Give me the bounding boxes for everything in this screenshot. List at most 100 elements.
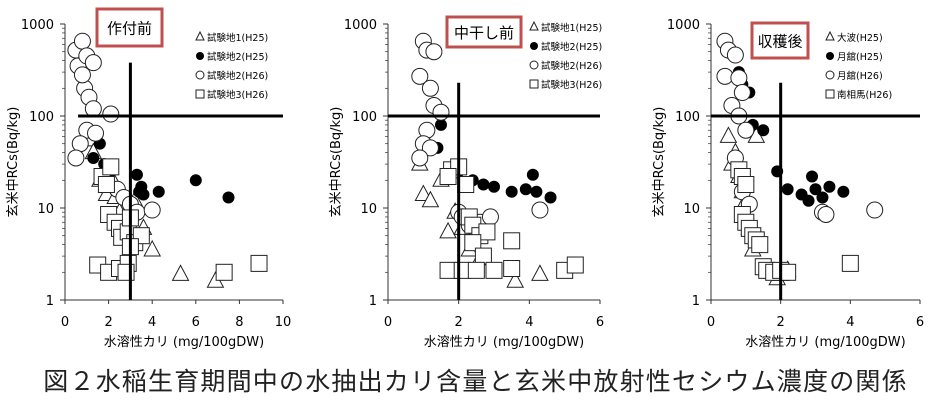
data-point-filled-circle: [823, 180, 836, 193]
data-point-open-circle: [432, 103, 450, 121]
legend-label: 試験地2(H26): [207, 70, 268, 82]
panel-title: 中干し前: [454, 24, 514, 42]
data-point-open-circle: [733, 84, 751, 102]
legend-marker-open-circle: [825, 70, 835, 80]
x-tick-label: 6: [916, 315, 924, 330]
y-tick-label: 1: [369, 294, 377, 309]
data-point-open-square: [566, 256, 584, 274]
y-axis-label: 玄米中RCs(Bq/kg): [329, 107, 344, 218]
data-point-filled-circle: [87, 151, 100, 164]
data-point-filled-circle: [222, 191, 235, 204]
data-point-filled-circle: [806, 170, 819, 183]
data-point-filled-circle: [816, 191, 829, 204]
data-point-open-circle: [481, 208, 499, 226]
y-tick-label: 100: [29, 110, 54, 125]
x-tick-label: 0: [384, 315, 392, 330]
legend-label: 試験地1(H25): [541, 22, 602, 34]
data-point-triangle: [421, 190, 440, 208]
data-point-open-square: [102, 158, 120, 176]
panel-title-box: [95, 7, 164, 48]
y-tick-label: 100: [675, 110, 700, 125]
data-point-triangle: [719, 126, 738, 143]
data-point-open-square: [751, 236, 769, 254]
data-point-filled-circle: [488, 180, 500, 193]
legend-marker-filled-circle: [826, 52, 834, 60]
y-axis-label: 玄米中RCs(Bq/kg): [652, 107, 667, 218]
data-point-open-circle: [737, 121, 755, 139]
data-point-open-square: [503, 232, 521, 250]
data-point-open-circle: [411, 67, 429, 85]
x-tick-label: 4: [148, 315, 156, 330]
legend-label: 試験地2(H25): [207, 51, 268, 63]
legend-label: 大波(H25): [837, 32, 883, 44]
y-tick-label: 1000: [21, 18, 54, 33]
panel-title-box: [445, 15, 523, 49]
data-point-filled-circle: [130, 168, 143, 181]
x-tick-label: 2: [104, 315, 112, 330]
data-point-filled-circle: [189, 174, 202, 187]
x-axis-label: 水溶性カリ (mg/100gDW): [745, 335, 906, 350]
legend-marker-open-square: [529, 79, 539, 89]
legend-label: 試験地2(H26): [541, 60, 602, 72]
data-point-open-circle: [73, 66, 91, 84]
data-point-open-square: [453, 261, 471, 279]
data-point-filled-circle: [757, 124, 770, 137]
data-point-open-circle: [866, 201, 884, 219]
y-tick-label: 1000: [667, 18, 700, 33]
legend-marker-triangle: [529, 20, 539, 31]
data-point-open-circle: [411, 149, 429, 167]
x-tick-label: 0: [61, 315, 69, 330]
data-point-open-circle: [102, 105, 120, 123]
data-point-open-circle: [817, 205, 835, 223]
data-point-open-circle: [421, 79, 439, 97]
data-point-triangle: [171, 264, 190, 281]
panel-title: 作付前: [107, 20, 152, 38]
y-tick-label: 1: [46, 294, 54, 309]
data-point-filled-circle: [781, 183, 794, 196]
data-point-triangle: [439, 221, 457, 239]
data-point-filled-circle: [505, 185, 518, 198]
x-tick-label: 4: [525, 315, 533, 330]
y-tick-label: 10: [360, 202, 377, 217]
data-point-filled-circle: [435, 118, 447, 131]
x-tick-label: 4: [846, 315, 854, 330]
x-tick-label: 2: [777, 315, 785, 330]
legend-label: 南相馬(H26): [837, 89, 892, 101]
data-point-open-circle: [73, 32, 91, 50]
data-point-filled-circle: [837, 185, 850, 198]
x-tick-label: 0: [707, 315, 715, 330]
x-axis-label: 水溶性カリ (mg/100gDW): [104, 335, 265, 350]
legend-marker-triangle: [825, 30, 835, 41]
data-point-filled-circle: [526, 168, 539, 181]
legend-label: 試験地3(H26): [541, 79, 602, 91]
x-tick-label: 6: [192, 315, 200, 330]
data-point-triangle: [143, 239, 162, 257]
data-point-open-square: [439, 167, 457, 185]
data-point-open-circle: [67, 149, 85, 167]
data-point-open-square: [215, 263, 233, 281]
data-point-open-circle: [425, 43, 443, 61]
y-tick-label: 1000: [344, 18, 377, 33]
legend-marker-open-square: [195, 89, 205, 99]
data-point-filled-circle: [809, 183, 822, 196]
data-point-filled-circle: [544, 191, 557, 204]
data-point-open-square: [439, 261, 457, 279]
panel-title-box: [750, 21, 810, 60]
data-point-filled-circle: [519, 183, 532, 196]
y-tick-label: 1: [692, 294, 700, 309]
legend-label: 試験地2(H25): [541, 41, 602, 53]
data-point-open-square: [464, 234, 482, 252]
data-point-filled-circle: [530, 185, 543, 198]
data-point-open-square: [841, 254, 859, 272]
data-point-open-circle: [84, 100, 102, 118]
data-point-open-circle: [531, 201, 549, 219]
data-point-open-square: [478, 223, 496, 241]
chart-panel-1: 1 10 100 1000 0 2 4 6 8 10 水溶性カリ (mg/100gDW) 玄米中RCs…: [6, 7, 291, 350]
y-axis-label: 玄米中RCs(Bq/kg): [6, 107, 21, 218]
legend-marker-filled-circle: [196, 52, 204, 60]
data-point-open-square: [474, 247, 492, 265]
chart-panel-3: 1 10 100 1000 0 2 4 6 水溶性カリ (mg/100gDW) 玄米中RCs(Bq…: [652, 18, 924, 350]
y-tick-label: 100: [352, 110, 377, 125]
data-point-triangle: [506, 271, 525, 288]
x-tick-label: 8: [235, 315, 243, 330]
